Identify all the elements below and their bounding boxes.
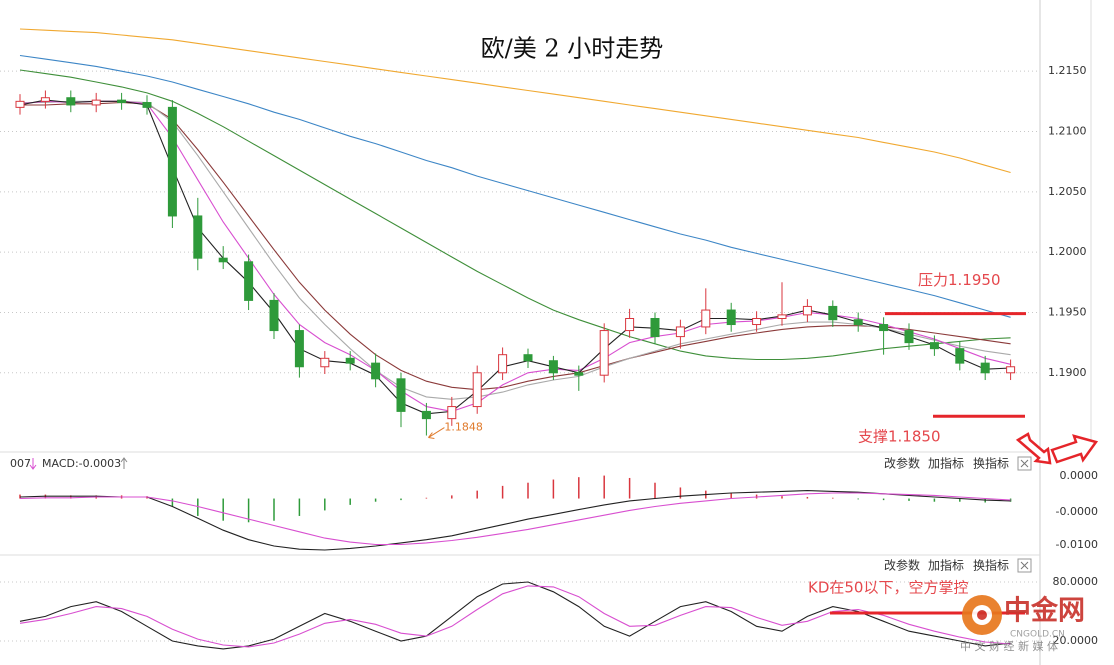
down-arrow [29,458,37,470]
candle-body [498,354,508,374]
candle-body [853,319,863,326]
candle-body [40,97,50,102]
y-tick-label: 1.2150 [1048,64,1087,77]
moving-average [19,28,1011,174]
y-tick-label: 20.0000 [1053,634,1099,647]
candle-body [726,309,736,326]
logo [977,610,987,620]
annotation-arrow [428,427,445,440]
close-button[interactable] [1017,456,1032,471]
candle-body [345,357,355,364]
up-arrow [120,457,128,469]
candle-body [371,362,381,380]
macd-dif [19,490,1011,551]
candle-body [904,330,914,344]
y-tick-label: 1.1900 [1048,366,1087,379]
kd-annotation: KD在50以下，空方掌控 [808,578,968,596]
moving-average [19,99,1011,415]
arrow-icon [1015,432,1052,465]
watermark-name: 中金网 [1004,595,1085,627]
watermark-tagline: 中 文 财 经 新 媒 体 [960,639,1058,653]
candle-body [548,360,558,374]
moving-average [20,100,1011,400]
candle-body [980,362,990,374]
macd-dea [19,492,1011,546]
candle-body [218,257,228,263]
toolbar-button[interactable]: 换指标 [973,558,1009,573]
macd-header: MACD:-0.0003 [42,457,121,470]
candle-body [193,215,203,259]
candle-body [828,305,838,321]
low-label: 1.1848 [444,421,483,434]
candle-body [929,342,939,350]
candle-body [396,378,406,412]
resistance-label: 压力1.1950 [918,271,1001,289]
toolbar-button[interactable]: 加指标 [928,456,964,471]
candle-body [167,106,177,217]
moving-average [19,69,1011,361]
candle-body [752,317,762,326]
candle-body [625,317,635,332]
y-tick-label: 1.2100 [1048,125,1087,138]
candle-body [472,372,482,408]
toolbar-button[interactable]: 加指标 [928,558,964,573]
toolbar-button[interactable]: 换指标 [973,456,1009,471]
candle-body [650,317,660,338]
candle-body [955,348,965,364]
watermark-domain: CNGOLD.CN [1010,630,1065,640]
candle-body [294,330,304,368]
macd-axis-label: 0.0000 [1060,469,1099,482]
chart-title: 欧/美 2 小时走势 [481,35,664,63]
y-tick-label: 1.2000 [1048,245,1087,258]
moving-average [19,100,1011,412]
candle-body [142,102,152,108]
macd-prefix: 007 [10,457,31,470]
macd-axis-label: -0.0000 [1056,505,1098,518]
candle-body [599,330,609,376]
candle-body [1006,366,1016,374]
toolbar-button[interactable]: 改参数 [884,456,920,471]
candle-body [66,97,76,106]
candle-body [879,324,889,332]
moving-average [19,54,1011,318]
close-button[interactable] [1017,558,1032,573]
support-label: 支撑1.1850 [858,428,941,446]
watermark: 中金网 CNGOLD.CN 中 文 财 经 新 媒 体 [960,595,1085,654]
candle-body [675,326,685,338]
candle-body [701,309,711,328]
y-tick-label: 1.2050 [1048,185,1087,198]
arrow-icon [1050,434,1099,464]
candle-body [802,305,812,316]
macd-axis-label: -0.0100 [1056,538,1098,551]
candle-body [320,357,330,368]
candle-body [117,99,127,104]
candle-body [15,100,25,108]
candle-body [421,410,431,420]
kd-d [19,585,1011,648]
y-tick-label: 80.0000 [1053,575,1099,588]
candle-body [777,314,787,319]
candle-body [269,299,279,332]
candle-body [244,261,254,301]
moving-average [20,101,1011,391]
candle-body [91,99,101,106]
toolbar-button[interactable]: 改参数 [884,558,920,573]
candle-body [447,406,457,420]
candle-body [523,354,533,362]
candle-body [574,372,584,376]
kd-k [19,581,1011,650]
y-tick-label: 1.1950 [1048,305,1087,318]
